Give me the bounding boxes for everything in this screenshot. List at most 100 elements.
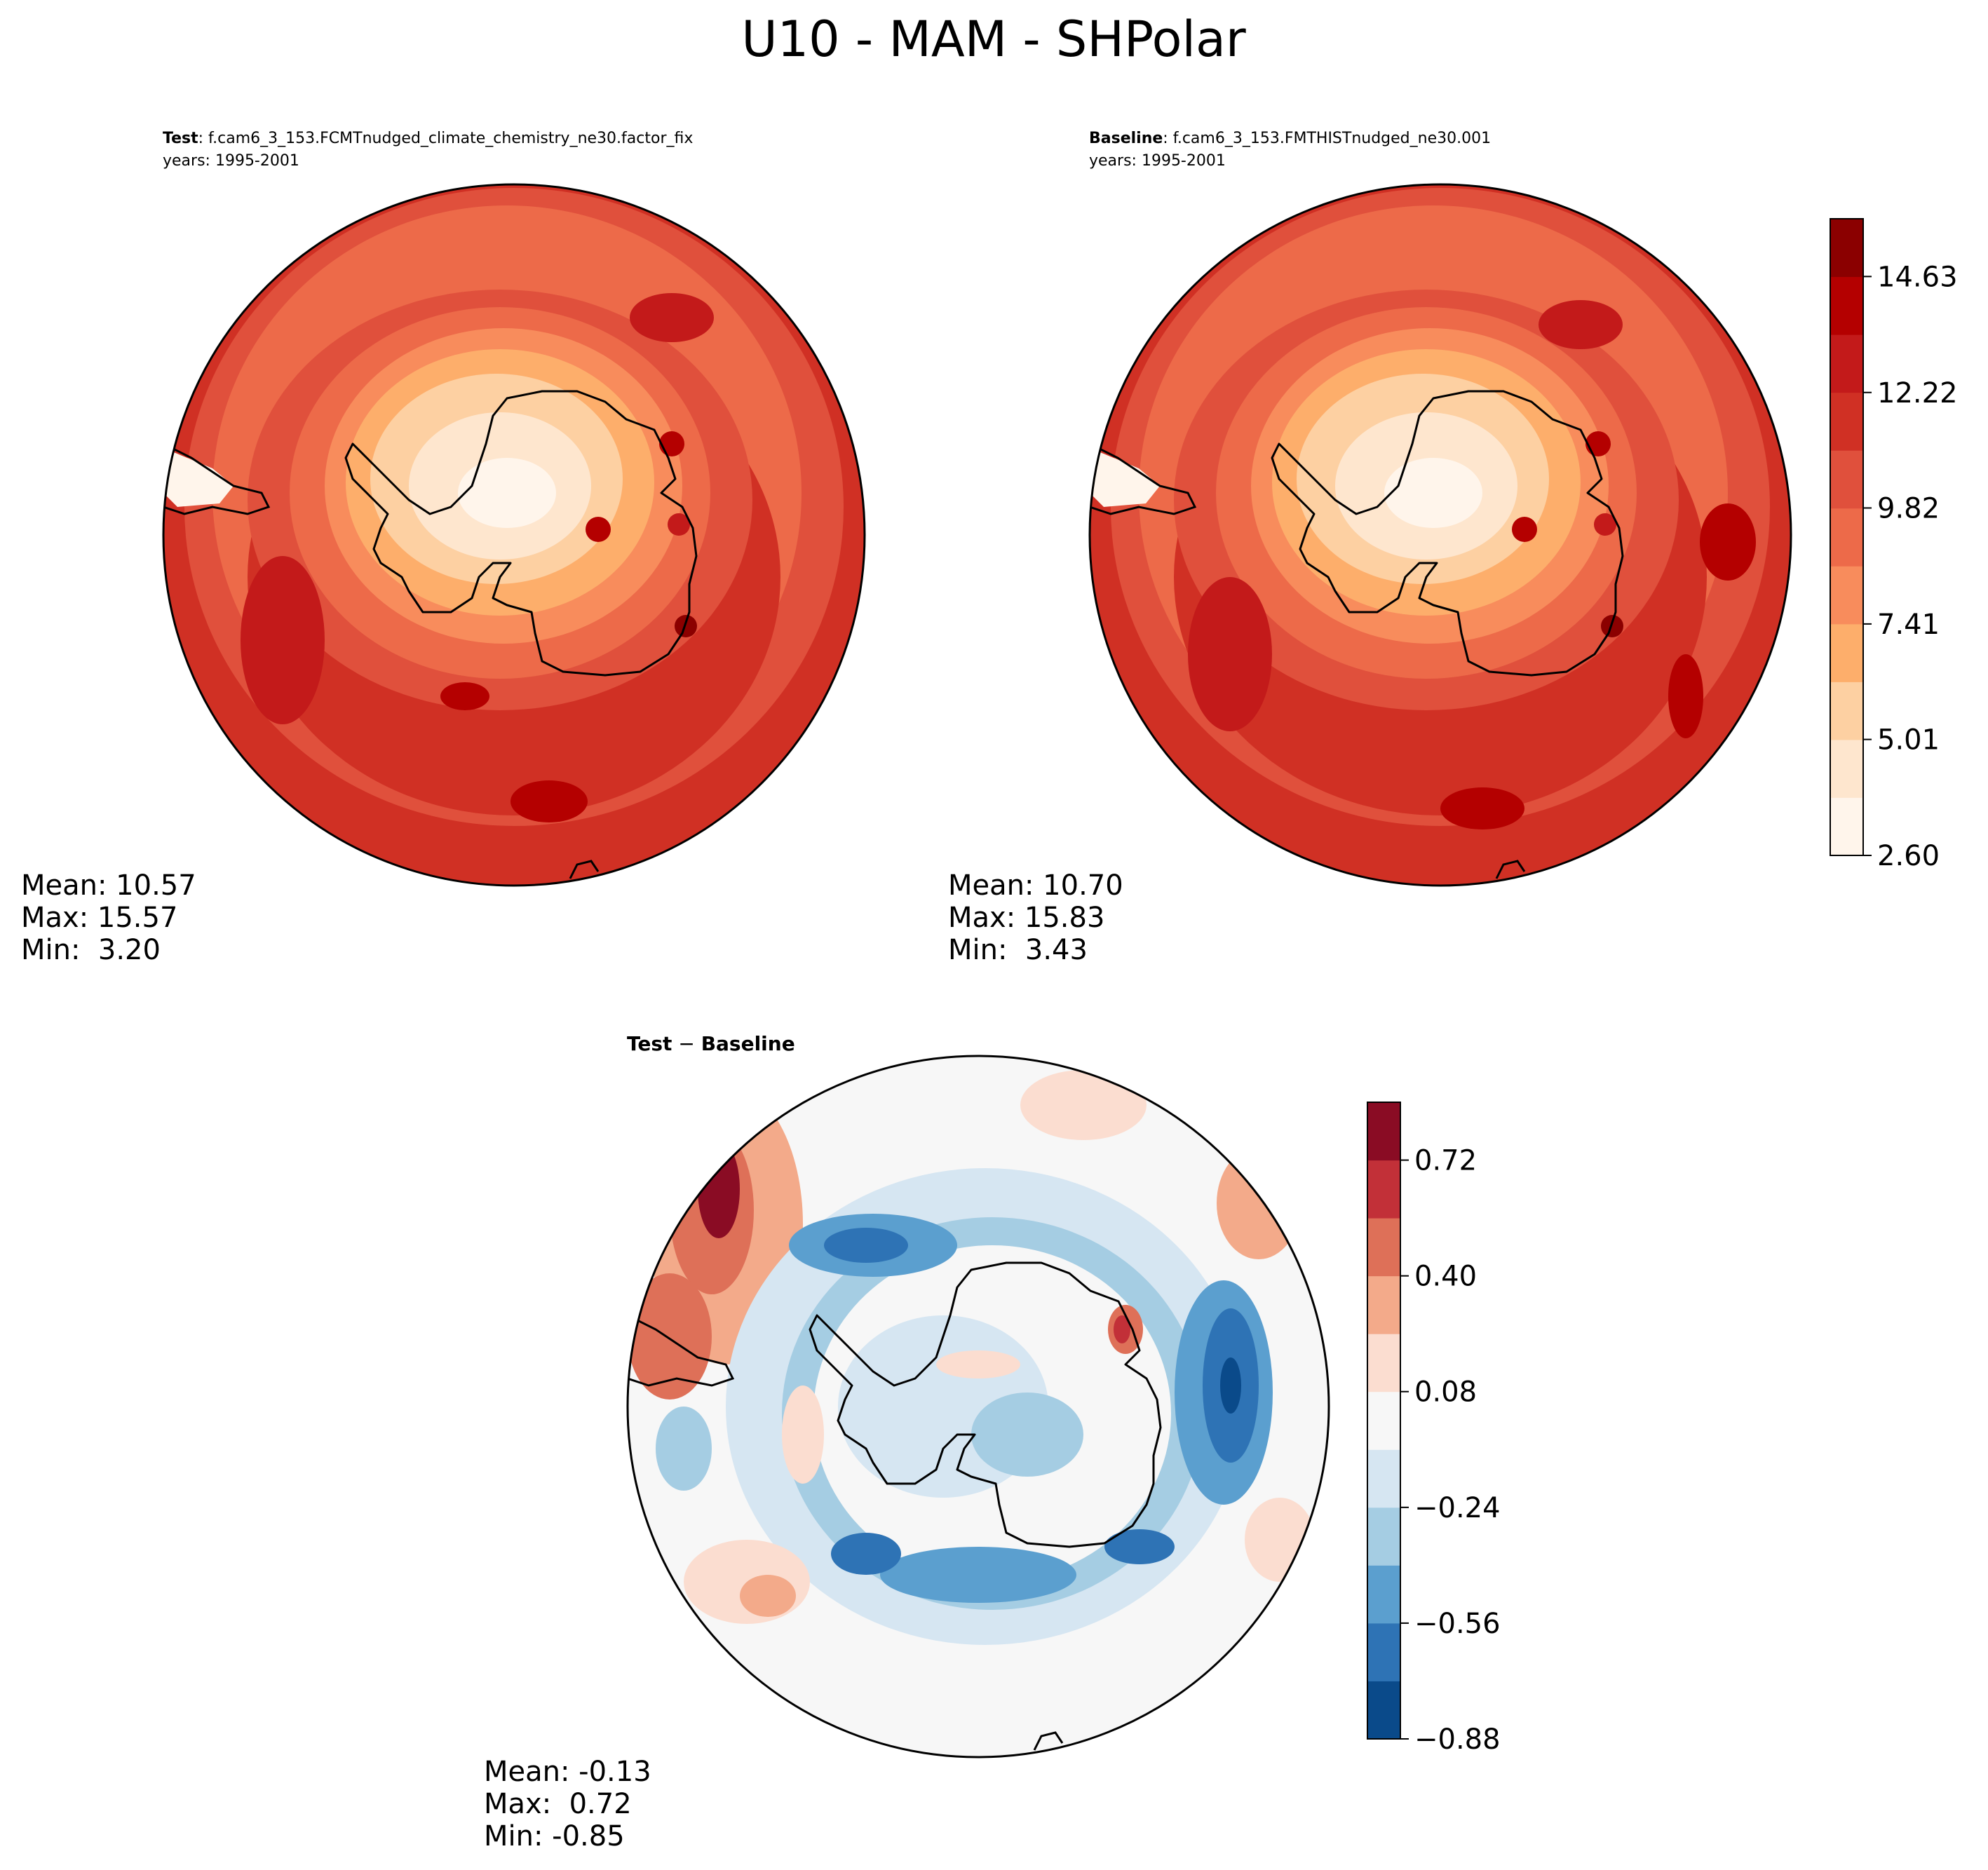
field-hotspot (1601, 615, 1623, 637)
colorbar-lower-swatch (1367, 1622, 1400, 1681)
diff-stat-max: Max: 0.72 (484, 1788, 632, 1820)
colorbar-lower-swatch (1367, 1565, 1400, 1624)
colorbar-upper-tick-label: 5.01 (1877, 724, 1940, 757)
colorbar-upper-tick-label: 14.63 (1877, 261, 1958, 293)
colorbar-upper-swatch (1830, 334, 1863, 393)
colorbar-lower-swatch (1367, 1681, 1400, 1740)
field-maximum-blob (1668, 654, 1703, 738)
colorbar-upper: 2.60 5.01 7.41 9.82 12.22 14.63 (1830, 218, 1958, 872)
coastline-south-america (163, 442, 271, 515)
colorbar-lower-frame (1367, 1102, 1401, 1740)
field-contour-band (656, 1407, 712, 1491)
colorbar-lower-swatch (1367, 1160, 1400, 1219)
colorbar-lower-swatch (1367, 1334, 1400, 1393)
test-map-border (162, 183, 866, 887)
field-contour-band (971, 1393, 1083, 1477)
test-field (163, 184, 865, 886)
coastline-antarctica (344, 390, 698, 677)
diff-title-operator: − (672, 1032, 701, 1055)
colorbar-upper-swatch (1830, 682, 1863, 740)
colorbar-lower-swatch (1367, 1218, 1400, 1277)
field-contour-band (782, 1385, 824, 1484)
diff-stat-mean: Mean: -0.13 (484, 1756, 651, 1788)
coastline-antarctica (1271, 390, 1624, 677)
field-hotspot (1585, 431, 1611, 456)
panel-test: Test: f.cam6_3_153.FCMTnudged_climate_ch… (21, 130, 866, 966)
baseline-map (1088, 183, 1792, 887)
test-years: years: 1995-2001 (163, 152, 299, 170)
coastline-south-america (1090, 442, 1197, 515)
baseline-title-case: : f.cam6_3_153.FMTHISTnudged_ne30.001 (1163, 130, 1491, 147)
colorbar-upper-swatch (1830, 739, 1863, 798)
field-maximum-blob (1188, 577, 1272, 731)
field-contour-band (1220, 1357, 1241, 1414)
field-contour-band (1104, 1529, 1175, 1564)
field-contour-band (1384, 458, 1482, 528)
coastline-south-island (569, 860, 600, 879)
diff-stat-min: Min: -0.85 (484, 1820, 625, 1852)
field-contour-band (1245, 1498, 1315, 1582)
field-contour-band (458, 458, 556, 528)
colorbar-upper-swatch (1830, 276, 1863, 335)
panel-baseline: Baseline: f.cam6_3_153.FMTHISTnudged_ne3… (948, 130, 1792, 966)
field-contour-band (1020, 1070, 1147, 1140)
colorbar-upper-swatch (1830, 450, 1863, 509)
colorbar-lower-tick-label: −0.88 (1414, 1723, 1501, 1756)
field-hotspot (586, 517, 611, 542)
field-contour-band (824, 1228, 908, 1263)
field-hotspot (1512, 517, 1537, 542)
test-stat-mean: Mean: 10.57 (21, 869, 196, 902)
colorbar-lower-tick-label: 0.08 (1414, 1376, 1477, 1409)
panel-difference: Test − Baseline Mean: -0.13 Max: 0.72 Mi… (484, 1032, 1330, 1852)
field-contour-band (1114, 1315, 1130, 1343)
field-maximum-blob (241, 556, 325, 724)
field-maximum-blob (630, 293, 714, 342)
coastline-south-america (628, 1314, 735, 1387)
test-map (162, 183, 866, 887)
colorbar-upper-tick-label: 2.60 (1877, 840, 1940, 872)
field-hotspot (668, 513, 690, 536)
field-contour-band (628, 1273, 712, 1400)
test-title-case: : f.cam6_3_153.FCMTnudged_climate_chemis… (198, 130, 694, 147)
difference-map-border (626, 1055, 1330, 1759)
test-stat-min: Min: 3.20 (21, 934, 161, 966)
baseline-stat-max: Max: 15.83 (948, 902, 1104, 934)
colorbar-lower-tick-label: −0.24 (1414, 1492, 1501, 1524)
coastline-antarctica (809, 1261, 1162, 1548)
colorbar-lower-swatch (1367, 1102, 1400, 1161)
baseline-title-bold: Baseline (1089, 130, 1163, 147)
colorbar-upper-tick-label: 7.41 (1877, 609, 1940, 641)
field-maximum-blob (510, 780, 588, 822)
baseline-field (1090, 184, 1791, 886)
field-maximum-blob (1700, 503, 1756, 581)
baseline-stat-mean: Mean: 10.70 (948, 869, 1123, 902)
field-contour-band (831, 1533, 901, 1575)
colorbar-upper-tick-label: 9.82 (1877, 492, 1940, 524)
coastline-south-island (1033, 1731, 1064, 1751)
baseline-stat-min: Min: 3.43 (948, 934, 1088, 966)
field-contour-band (936, 1350, 1020, 1378)
colorbar-lower-swatch (1367, 1449, 1400, 1508)
colorbar-upper-swatch (1830, 623, 1863, 682)
difference-map (626, 1055, 1330, 1759)
colorbar-lower-tick-label: 0.72 (1414, 1145, 1477, 1177)
test-stat-max: Max: 15.57 (21, 902, 177, 934)
colorbar-upper-swatch (1830, 219, 1863, 278)
colorbar-upper-swatch (1830, 392, 1863, 451)
land-south-america (163, 451, 234, 507)
colorbar-lower-swatch (1367, 1391, 1400, 1450)
field-maximum-blob (1440, 787, 1524, 829)
colorbar-lower-tick-label: 0.40 (1414, 1261, 1477, 1293)
svg-text:Test: f.cam6_3_153.FCMTnudged_: Test: f.cam6_3_153.FCMTnudged_climate_ch… (163, 130, 693, 147)
svg-text:Test − Baseline: Test − Baseline (627, 1032, 795, 1055)
coastline-south-island (1495, 860, 1526, 879)
diff-title-test: Test (627, 1032, 672, 1055)
colorbar-lower-swatch (1367, 1507, 1400, 1566)
field-contour-band (740, 1575, 796, 1617)
colorbar-upper-swatch (1830, 508, 1863, 567)
field-contour-band (880, 1547, 1076, 1603)
field-hotspot (675, 615, 697, 637)
baseline-years: years: 1995-2001 (1089, 152, 1226, 170)
field-maximum-blob (440, 682, 489, 710)
